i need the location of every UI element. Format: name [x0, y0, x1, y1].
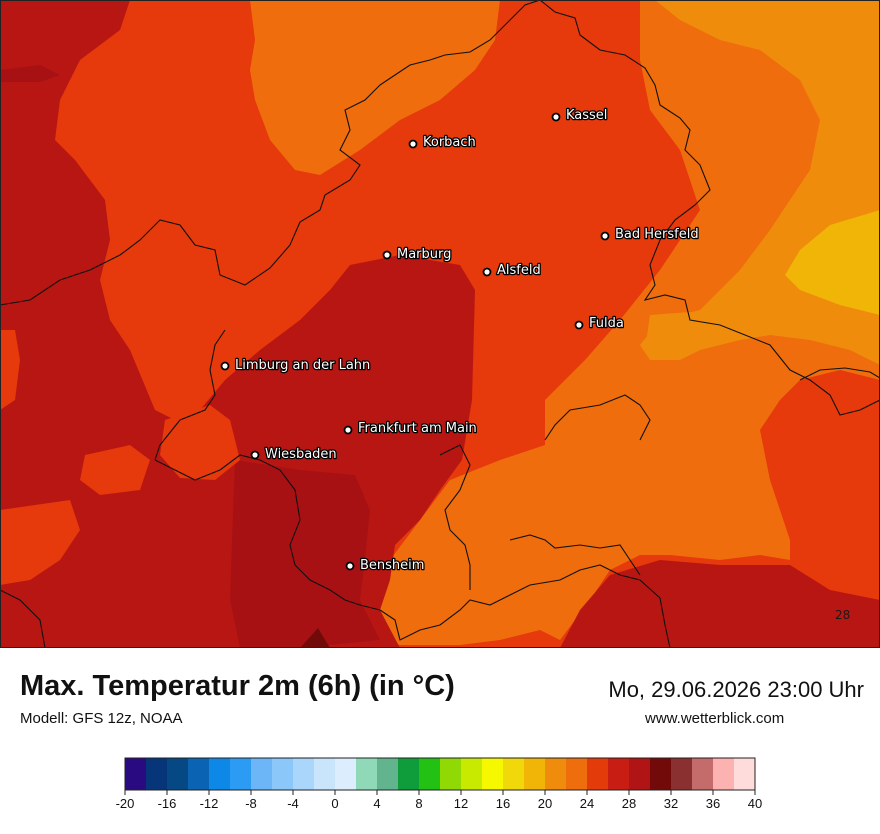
legend-tick-label: -8 [245, 796, 257, 811]
city-label-wiesbaden: Wiesbaden [265, 447, 337, 462]
legend-tick-label: 36 [706, 796, 720, 811]
legend-swatch [734, 758, 756, 790]
legend-tick-label: 8 [415, 796, 422, 811]
legend-swatch [188, 758, 210, 790]
legend-tick-label: 24 [580, 796, 594, 811]
temp-band-24-28-south-patch [80, 445, 150, 495]
legend-swatch [293, 758, 315, 790]
legend-tick-label: 0 [331, 796, 338, 811]
legend-ticks: -20 -16 -12 -8 -4 0 4 8 12 16 20 24 28 32 36 40 [116, 790, 762, 811]
legend-swatch [419, 758, 441, 790]
temperature-map: Kassel Korbach Bad Hersfeld Marburg Alsf… [0, 0, 880, 648]
city-label-marburg: Marburg [397, 247, 451, 262]
legend-tick-label: 32 [664, 796, 678, 811]
temp-band-28-30-core [230, 460, 380, 648]
legend-tick-label: -4 [287, 796, 299, 811]
legend-swatch [545, 758, 567, 790]
legend-swatch [524, 758, 546, 790]
city-markers [220, 112, 610, 571]
legend-swatch [503, 758, 525, 790]
website-link[interactable]: www.wetterblick.com [645, 710, 785, 727]
legend-swatch [356, 758, 378, 790]
city-labels: Kassel Korbach Bad Hersfeld Marburg Alsf… [234, 107, 700, 575]
legend-swatch [377, 758, 399, 790]
legend-swatch [335, 758, 357, 790]
temp-band-dark-stripe [0, 65, 60, 82]
city-label-korbach: Korbach [423, 135, 476, 150]
temp-band-22-24-east [375, 0, 880, 645]
legend-swatch [272, 758, 294, 790]
map-title: Max. Temperatur 2m (6h) (in °C) [20, 670, 455, 702]
legend-swatch [692, 758, 714, 790]
city-label-fulda: Fulda [589, 316, 624, 331]
city-label-bensheim: Bensheim [360, 558, 424, 573]
forecast-datetime: Mo, 29.06.2026 23:00 Uhr [608, 677, 864, 702]
legend-swatches [125, 758, 756, 790]
model-info: Modell: GFS 12z, NOAA [20, 710, 183, 727]
city-marker-bensheim [345, 561, 355, 571]
legend-swatch [671, 758, 693, 790]
legend-swatch [314, 758, 336, 790]
color-legend: -20 -16 -12 -8 -4 0 4 8 12 16 20 24 28 32 36 40 [0, 750, 880, 830]
city-label-limburg: Limburg an der Lahn [235, 358, 370, 373]
temp-band-20-22-fulda [645, 312, 705, 360]
temp-band-24-28-west-patch [0, 330, 20, 410]
legend-swatch [209, 758, 231, 790]
contour-label: 28 [835, 608, 850, 622]
legend-tick-label: 4 [373, 796, 380, 811]
legend-tick-label: -12 [200, 796, 219, 811]
legend-swatch [230, 758, 252, 790]
legend-swatch [608, 758, 630, 790]
legend-tick-label: -16 [158, 796, 177, 811]
legend-tick-label: 28 [622, 796, 636, 811]
legend-tick-label: 20 [538, 796, 552, 811]
city-marker-kassel [551, 112, 561, 122]
legend-frame [124, 757, 756, 791]
legend-tick-label: 16 [496, 796, 510, 811]
city-label-kassel: Kassel [566, 108, 607, 123]
legend-swatch [125, 758, 147, 790]
legend-swatch [629, 758, 651, 790]
temp-band-20-22-north [250, 0, 500, 175]
legend-swatch [566, 758, 588, 790]
temp-band-18-20 [785, 210, 880, 315]
city-marker-alsfeld [482, 267, 492, 277]
city-label-bad-hersfeld: Bad Hersfeld [615, 227, 699, 242]
temp-band-24-28-southwest-patch [0, 500, 80, 585]
temp-band-28-30-southeast [560, 560, 880, 648]
legend-swatch [146, 758, 168, 790]
city-marker-wiesbaden [250, 450, 260, 460]
legend-swatch [461, 758, 483, 790]
legend-tick-label: 12 [454, 796, 468, 811]
legend-swatch [440, 758, 462, 790]
city-marker-fulda [574, 320, 584, 330]
legend-swatch [587, 758, 609, 790]
legend-swatch [167, 758, 189, 790]
legend-swatch [251, 758, 273, 790]
city-marker-korbach [408, 139, 418, 149]
city-marker-limburg [220, 361, 230, 371]
legend-tick-label: 40 [748, 796, 762, 811]
legend-swatch [398, 758, 420, 790]
city-marker-bad-hersfeld [600, 231, 610, 241]
city-marker-marburg [382, 250, 392, 260]
temp-band-24-28-rhine-patch [160, 405, 240, 480]
city-label-frankfurt: Frankfurt am Main [358, 421, 477, 436]
city-label-alsfeld: Alsfeld [497, 263, 541, 278]
city-marker-frankfurt [343, 425, 353, 435]
legend-swatch [713, 758, 735, 790]
legend-swatch [650, 758, 672, 790]
temp-band-32-spot [300, 628, 330, 648]
state-borders [0, 0, 880, 648]
legend-swatch [482, 758, 504, 790]
legend-tick-label: -20 [116, 796, 135, 811]
